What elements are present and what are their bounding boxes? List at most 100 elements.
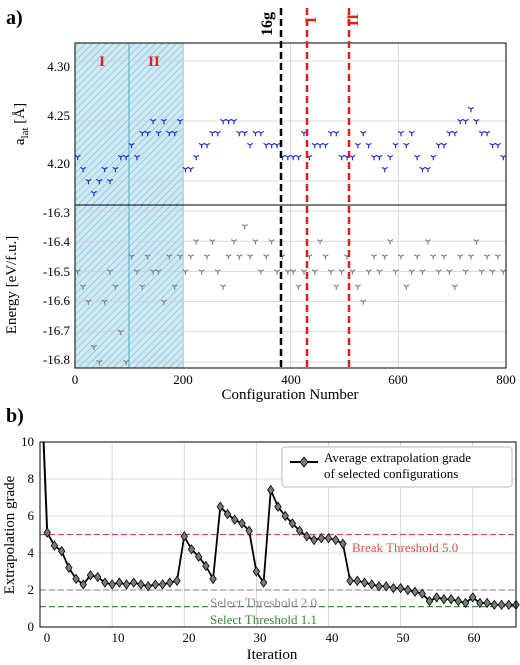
lattice-point — [414, 154, 421, 161]
hatch-line — [75, 43, 129, 97]
hatch-line — [75, 85, 183, 195]
select-threshold-1-label: Select Threshold 1.1 — [210, 612, 317, 627]
extrapolation-ylabel: Extrapolation grade — [2, 475, 18, 594]
hatch-line — [75, 205, 144, 274]
legend-text-1: Average extrapolation grade — [324, 450, 471, 465]
hatch-line — [75, 205, 123, 253]
extrapolation-series — [42, 441, 520, 610]
extrapolation-point — [440, 594, 448, 605]
energy-point — [220, 284, 227, 290]
energy-subplot: -16.3 -16.4 -16.5 -16.6 -16.7 -16.8 Ener… — [4, 204, 520, 403]
energy-point — [112, 284, 119, 290]
lattice-subplot: 4.30 4.25 4.20 alat [Å] I II — [12, 42, 507, 206]
energy-point — [128, 254, 135, 260]
hatch-line — [75, 43, 171, 139]
extrapolation-point — [404, 584, 412, 596]
energy-point — [247, 254, 254, 260]
lattice-point — [230, 118, 238, 125]
energy-point — [252, 239, 259, 245]
lattice-point — [419, 166, 426, 173]
legend: Average extrapolation grade of selected … — [281, 446, 513, 488]
energy-point — [225, 254, 232, 260]
lattice-point — [101, 166, 108, 173]
lattice-point — [252, 130, 259, 137]
extrapolation-point — [382, 581, 390, 592]
energy-point — [457, 254, 464, 260]
hatch-line — [281, 205, 444, 368]
extrapolation-point — [396, 582, 405, 594]
energy-point — [176, 254, 184, 260]
hatch-line — [337, 205, 500, 368]
lattice-point — [193, 154, 200, 161]
bottom-gridlines — [74, 205, 507, 368]
extrapolation-point — [108, 579, 116, 590]
b-ytick-2: 2 — [28, 582, 35, 597]
extrapolation-point — [43, 527, 51, 538]
energy-point — [79, 284, 87, 290]
lattice-point — [435, 142, 442, 149]
extrapolation-point — [332, 534, 340, 546]
hatch-line — [126, 148, 183, 205]
lattice-point — [133, 154, 141, 161]
hatch-line — [119, 141, 183, 205]
break-threshold-label: Break Threshold 5.0 — [352, 540, 458, 555]
ytick-16.6: -16.6 — [43, 293, 71, 308]
hatch-line — [379, 205, 520, 368]
extrapolation-point — [303, 531, 311, 542]
hatch-line — [75, 206, 183, 316]
hatch-line — [133, 155, 183, 205]
extrapolation-point — [360, 577, 369, 588]
lattice-point — [311, 142, 318, 149]
hatch-line — [126, 311, 183, 368]
vline-16g-label: 16g — [259, 12, 276, 36]
extrapolation-point — [461, 597, 470, 609]
extrapolation-point — [425, 595, 434, 607]
hatch-line — [75, 227, 183, 337]
lattice-point — [144, 130, 151, 137]
lattice-point — [333, 130, 340, 137]
lattice-point — [106, 178, 114, 185]
energy-point — [230, 239, 238, 245]
lattice-point — [322, 142, 329, 149]
lattice-point — [166, 130, 173, 137]
extrapolation-point — [115, 577, 124, 588]
energy-point — [155, 269, 162, 275]
hatch-line — [204, 205, 367, 368]
hatch-line — [75, 43, 108, 76]
extrapolation-point — [497, 599, 506, 610]
b-xtick-0: 0 — [44, 630, 51, 645]
bottom-axes-frame — [74, 204, 507, 369]
energy-point — [397, 254, 405, 260]
lattice-point — [392, 142, 399, 149]
energy-point — [171, 284, 178, 290]
iteration-xlabel: Iteration — [247, 647, 298, 663]
extrapolation-point — [389, 582, 398, 594]
vline-I-label: I — [303, 17, 320, 23]
top-gridlines — [74, 43, 507, 205]
ytick-4.30: 4.30 — [47, 59, 70, 74]
hatch-line — [75, 78, 183, 188]
hatch-line — [302, 205, 465, 368]
lattice-point — [150, 118, 157, 125]
extrapolation-point — [267, 484, 275, 496]
hatch-line — [84, 106, 183, 205]
lattice-point — [424, 166, 431, 173]
b-ytick-0: 0 — [28, 619, 35, 634]
hatch-line — [75, 43, 115, 83]
energy-point — [139, 284, 146, 290]
extrapolation-point — [252, 566, 261, 577]
hatch-line — [75, 57, 183, 167]
energy-point — [338, 269, 345, 275]
hatch-line — [75, 43, 164, 132]
lattice-point — [376, 154, 383, 161]
lattice-point — [139, 130, 146, 137]
energy-point — [500, 269, 507, 275]
extrapolation-point — [476, 597, 484, 609]
lattice-point — [354, 142, 361, 149]
hatch-line — [140, 325, 183, 368]
extrapolation-point — [209, 573, 217, 585]
energy-point — [187, 254, 194, 260]
hatch-line — [75, 43, 183, 153]
extrapolation-point — [187, 544, 196, 555]
ytick-16.7: -16.7 — [43, 323, 71, 338]
